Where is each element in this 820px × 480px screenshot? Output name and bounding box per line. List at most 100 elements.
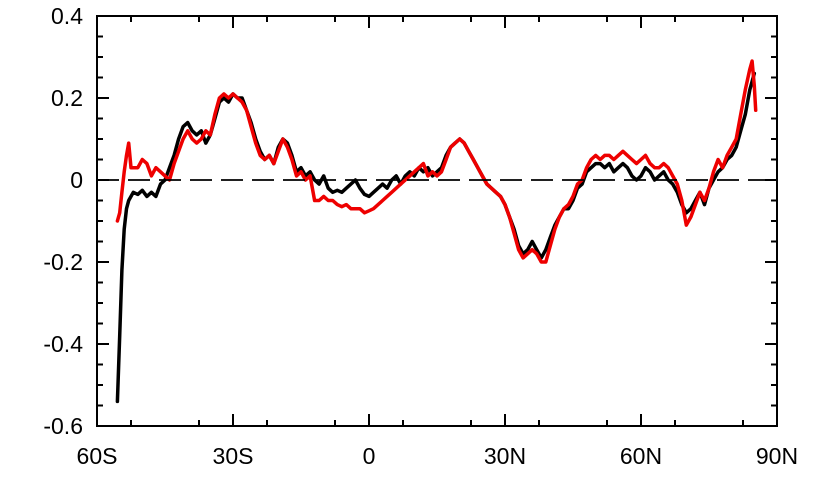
series-1-point <box>436 171 438 173</box>
series-2-point <box>676 183 679 185</box>
series-1-point <box>123 228 125 230</box>
series-1-point <box>671 183 674 185</box>
series-1-point <box>186 121 189 124</box>
series-2-point <box>200 138 203 140</box>
series-2-point <box>749 68 751 71</box>
series-2-point <box>730 146 733 148</box>
series-1-point <box>422 171 425 173</box>
series-1-point <box>581 183 583 185</box>
series-1-point <box>372 191 375 194</box>
series-2-point <box>327 199 330 202</box>
series-2-point <box>486 183 488 185</box>
series-1-point <box>386 187 388 189</box>
series-2-point <box>123 171 125 173</box>
series-1-point <box>690 207 692 210</box>
series-2-point <box>712 171 715 173</box>
series-1-point <box>350 183 352 185</box>
y-tick-label: -0.6 <box>43 413 83 439</box>
series-2-point <box>754 109 757 112</box>
series-1-point <box>141 189 144 192</box>
series-1-point <box>626 166 629 169</box>
series-2-point <box>563 207 565 210</box>
series-2-point <box>590 158 592 161</box>
series-1-point <box>658 175 660 177</box>
series-2-point <box>753 84 756 87</box>
series-2-point <box>318 199 320 202</box>
series-2-point <box>359 207 361 210</box>
series-2-point <box>413 171 416 173</box>
series-1-point <box>545 248 547 251</box>
series-1-point <box>739 130 742 132</box>
series-2-point <box>322 195 325 198</box>
series-1-point <box>644 166 647 169</box>
series-1-point <box>227 101 230 103</box>
series-2-point <box>708 187 710 189</box>
series-2-point <box>263 158 266 161</box>
series-2-point <box>440 171 443 173</box>
series-2 <box>115 59 758 264</box>
series-1-point <box>182 125 184 128</box>
series-2-point <box>173 162 175 165</box>
series-2-point <box>372 207 375 210</box>
series-2-point <box>522 257 524 259</box>
series-2-point <box>418 166 420 169</box>
series-1-point <box>395 175 398 177</box>
series-2-point <box>227 97 230 99</box>
series-1-point <box>241 97 243 99</box>
series-2-point <box>295 175 298 177</box>
series-2-point <box>608 154 611 157</box>
series-2-point <box>390 191 393 194</box>
series-1-point <box>427 166 429 169</box>
series-1-point <box>567 207 570 210</box>
series-2-point <box>350 207 352 210</box>
series-1-point <box>599 162 601 165</box>
series-2-point <box>467 150 470 153</box>
series-1-point <box>368 195 370 198</box>
series-2-point <box>445 158 447 161</box>
series-2-point <box>404 179 407 181</box>
series-2-point <box>250 125 252 128</box>
series-2-point <box>626 154 629 157</box>
series-1-point <box>159 183 162 185</box>
series-2-point <box>399 183 402 185</box>
series-2-point <box>463 142 466 144</box>
series-1-point <box>603 166 606 169</box>
series-1-point <box>300 166 302 169</box>
series-2-point <box>751 60 753 62</box>
series-2-point <box>554 228 556 230</box>
series-1-point <box>331 191 334 194</box>
series-2-point <box>304 179 307 181</box>
series-2-point <box>653 166 656 169</box>
series-1-point <box>336 189 339 192</box>
y-tick-label: 0 <box>70 167 83 193</box>
series-1-point <box>155 195 157 198</box>
series-1-point <box>363 193 366 196</box>
series-2-point <box>164 175 166 177</box>
series-2-point <box>395 187 398 189</box>
series-1-point <box>125 207 128 210</box>
series-2-point <box>694 203 697 206</box>
series-2-point <box>635 162 638 165</box>
series-2-point <box>576 183 579 185</box>
series-2-point <box>130 166 132 169</box>
series-2-point <box>649 162 651 165</box>
series-2-point <box>146 162 148 165</box>
x-tick-label: 0 <box>363 443 376 469</box>
series-2-point <box>377 203 379 206</box>
series-2-point <box>726 154 728 157</box>
series-2-point <box>721 166 724 169</box>
series-2-point <box>681 199 683 202</box>
x-tick-label: 30S <box>213 443 254 469</box>
series-2-point <box>671 175 674 177</box>
series-2-point <box>186 130 189 132</box>
series-1-point <box>137 193 139 196</box>
series-1-point <box>327 187 330 189</box>
series-2-point <box>549 244 552 247</box>
series-2-point <box>313 199 316 202</box>
series-2-point <box>585 166 588 169</box>
series-2-point <box>125 154 128 157</box>
series-2-point <box>291 158 293 161</box>
series-2-point <box>744 89 747 91</box>
series-2-point <box>386 195 388 198</box>
series-2-point <box>121 191 123 194</box>
